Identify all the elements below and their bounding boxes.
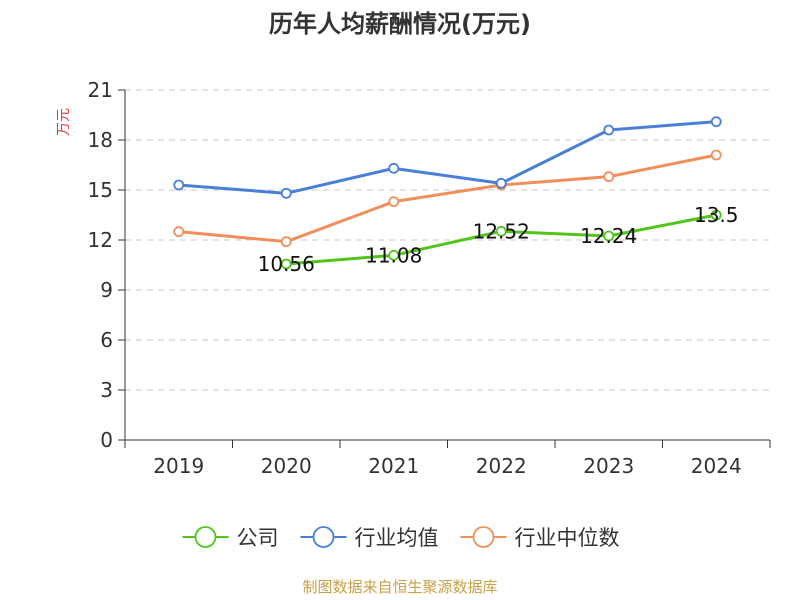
data-label: 12.52 (473, 219, 530, 243)
data-point[interactable] (173, 179, 185, 191)
data-point[interactable] (603, 230, 615, 242)
legend-label: 公司 (237, 526, 279, 550)
y-tick-label: 3 (100, 378, 113, 402)
y-axis-label: 万元 (56, 108, 72, 136)
data-point[interactable] (388, 249, 400, 261)
data-point[interactable] (710, 209, 722, 221)
y-tick-label: 12 (88, 228, 113, 252)
data-point[interactable] (173, 226, 185, 238)
series-行业均值 (173, 116, 722, 199)
y-tick-label: 0 (100, 428, 113, 452)
source-footnote: 制图数据来自恒生聚源数据库 (302, 578, 497, 596)
legend-marker (472, 526, 495, 548)
data-point[interactable] (388, 196, 400, 208)
legend-item-公司[interactable]: 公司 (182, 526, 279, 550)
data-point[interactable] (710, 149, 722, 161)
legend-label: 行业均值 (355, 526, 439, 550)
y-tick-label: 15 (88, 178, 113, 202)
legend[interactable]: 公司 行业均值 行业中位数 (182, 526, 620, 550)
series-公司 (280, 209, 722, 270)
x-tick-label: 2024 (691, 454, 742, 478)
series-line (178, 120, 717, 195)
data-point[interactable] (280, 258, 292, 270)
data-point[interactable] (710, 116, 722, 128)
legend-marker (312, 526, 335, 548)
data-label: 11.08 (365, 243, 422, 267)
data-point[interactable] (388, 162, 400, 174)
x-tick-label: 2019 (153, 454, 204, 478)
legend-marker (194, 526, 217, 548)
data-point[interactable] (280, 187, 292, 199)
y-tick-label: 6 (100, 328, 113, 352)
x-tick-label: 2022 (476, 454, 527, 478)
data-point[interactable] (495, 177, 507, 189)
series-group (173, 116, 722, 270)
x-tick-label: 2021 (368, 454, 419, 478)
x-tick-label: 2020 (261, 454, 312, 478)
legend-item-行业均值[interactable]: 行业均值 (300, 526, 439, 550)
y-tick-label: 18 (88, 128, 113, 152)
data-point[interactable] (280, 236, 292, 248)
data-label: 10.56 (258, 252, 315, 276)
legend-label: 行业中位数 (515, 526, 620, 550)
data-labels: 10.56 11.08 12.52 12.24 13.5 (258, 203, 739, 276)
data-label: 12.24 (580, 224, 637, 248)
data-point[interactable] (495, 225, 507, 237)
y-tick-label: 9 (100, 278, 113, 302)
legend-item-行业中位数[interactable]: 行业中位数 (460, 526, 620, 550)
x-tick-label: 2023 (583, 454, 634, 478)
data-point[interactable] (603, 124, 615, 136)
y-tick-label: 21 (88, 78, 113, 102)
series-行业中位数 (173, 149, 722, 248)
axes: 0 3 6 9 12 15 18 21 2019 2020 2021 2022 2023 2024 (88, 78, 771, 478)
data-point[interactable] (603, 171, 615, 183)
chart-title: 历年人均薪酬情况(万元) (269, 10, 531, 38)
series-line (178, 153, 717, 244)
grid-lines (125, 89, 770, 391)
data-label: 13.5 (694, 203, 739, 227)
